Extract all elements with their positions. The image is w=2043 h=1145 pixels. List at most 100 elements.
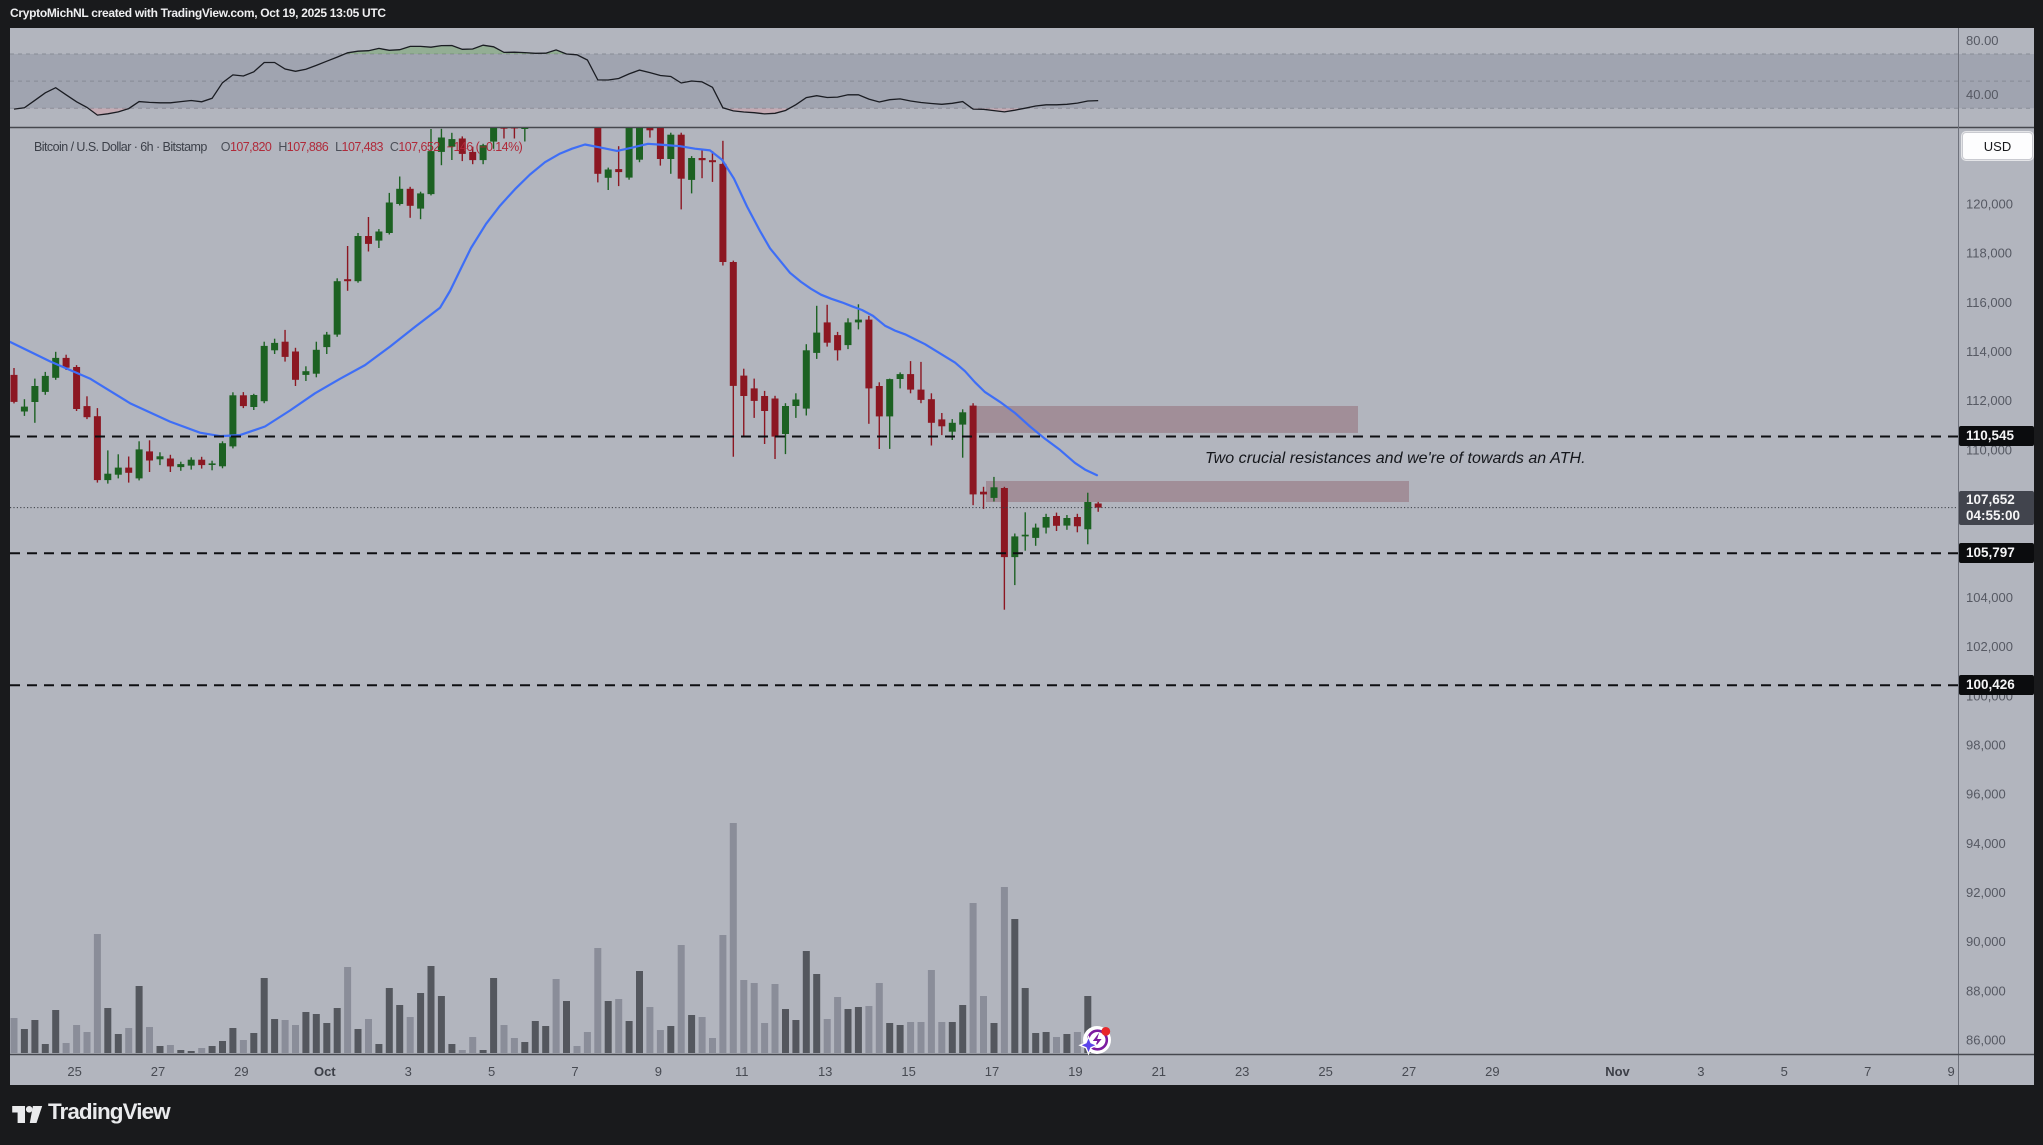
candle-body bbox=[1094, 503, 1102, 508]
volume-series[interactable] bbox=[10, 823, 1102, 1053]
currency-toggle-button[interactable]: USD bbox=[1962, 132, 2033, 160]
volume-bar bbox=[510, 1038, 518, 1053]
candle-body bbox=[417, 193, 425, 209]
volume-bar bbox=[865, 1006, 873, 1053]
volume-bar bbox=[187, 1051, 195, 1053]
ma-line[interactable] bbox=[10, 142, 1099, 477]
resistance-zone-2[interactable] bbox=[986, 480, 1409, 503]
date-tick-label: 13 bbox=[818, 1064, 832, 1079]
candle-body bbox=[344, 279, 352, 282]
legend-close: C107,652 bbox=[390, 140, 440, 154]
candle-body bbox=[323, 334, 331, 348]
candle-body bbox=[938, 419, 946, 427]
price-tick-label: 96,000 bbox=[1966, 787, 2006, 802]
volume-bar bbox=[177, 1050, 185, 1053]
volume-bar bbox=[93, 934, 101, 1053]
candle-body bbox=[802, 350, 810, 409]
candle-body bbox=[458, 138, 466, 154]
date-tick-label: 25 bbox=[67, 1064, 81, 1079]
volume-bar bbox=[31, 1020, 39, 1053]
candle-body bbox=[771, 398, 779, 437]
price-tick-label: 92,000 bbox=[1966, 885, 2006, 900]
rsi-line[interactable] bbox=[13, 44, 1099, 116]
candle-body bbox=[719, 163, 727, 262]
candle-body bbox=[271, 342, 279, 351]
volume-bar bbox=[104, 1008, 112, 1053]
volume-bar bbox=[1000, 887, 1008, 1053]
volume-bar bbox=[10, 1018, 18, 1053]
volume-bar bbox=[980, 996, 987, 1053]
volume-bar bbox=[344, 967, 352, 1053]
volume-bar bbox=[500, 1025, 508, 1053]
sticker-rocket-icon[interactable] bbox=[1078, 1026, 1111, 1056]
candle-body bbox=[469, 151, 477, 161]
volume-bar bbox=[1021, 988, 1029, 1053]
volume-bar bbox=[458, 1050, 466, 1053]
volume-bar bbox=[239, 1040, 247, 1053]
price-tick-label: 94,000 bbox=[1966, 836, 2006, 851]
text-annotation[interactable]: Two crucial resistances and we're of tow… bbox=[1205, 450, 1586, 467]
candle-body bbox=[500, 128, 508, 129]
volume-bar bbox=[52, 1010, 60, 1053]
candle-body bbox=[761, 396, 769, 411]
candle-body bbox=[10, 374, 18, 402]
candle-body bbox=[73, 367, 81, 409]
time-axis[interactable]: 25 27 29 Oct 3 5 7 9 11 13 15 17 19 21 23 25 27 29 Nov 3 5 7 9 bbox=[67, 1064, 1954, 1079]
volume-bar bbox=[875, 983, 883, 1053]
candle-body bbox=[239, 395, 247, 407]
rsi-overbought-fill bbox=[14, 45, 1099, 54]
legend-open: O107,820 bbox=[221, 140, 272, 154]
date-tick-label: 27 bbox=[1402, 1064, 1416, 1079]
volume-bar bbox=[73, 1025, 81, 1053]
candle-body bbox=[125, 467, 133, 473]
volume-bar bbox=[62, 1043, 70, 1053]
tradingview-logo-icon bbox=[12, 1106, 43, 1123]
candle-body bbox=[636, 128, 643, 160]
volume-bar bbox=[886, 1023, 894, 1053]
volume-bar bbox=[1042, 1032, 1050, 1053]
candle-body bbox=[1021, 534, 1029, 537]
volume-bar bbox=[782, 1009, 789, 1053]
candle-body bbox=[302, 371, 310, 375]
volume-bar bbox=[594, 948, 602, 1053]
volume-bar bbox=[375, 1044, 383, 1053]
date-tick-label: 17 bbox=[985, 1064, 999, 1079]
candle-body bbox=[62, 357, 70, 368]
candle-body bbox=[844, 322, 852, 346]
candle-body bbox=[865, 319, 873, 389]
candle-body bbox=[312, 349, 320, 374]
volume-bar bbox=[490, 978, 498, 1053]
volume-bar bbox=[312, 1014, 320, 1053]
candle-body bbox=[20, 406, 28, 412]
volume-bar bbox=[709, 1038, 716, 1053]
volume-bar bbox=[802, 951, 810, 1053]
volume-bar bbox=[844, 1009, 852, 1053]
volume-bar bbox=[761, 1023, 769, 1053]
volume-bar bbox=[385, 988, 393, 1053]
date-tick-label: 25 bbox=[1318, 1064, 1332, 1079]
candle-body bbox=[969, 405, 977, 495]
candle-body bbox=[479, 145, 487, 161]
volume-bar bbox=[552, 979, 560, 1053]
volume-bar bbox=[229, 1028, 237, 1053]
attribution-text: CryptoMichNL created with TradingView.co… bbox=[10, 6, 386, 20]
candle-body bbox=[83, 406, 91, 418]
volume-bar bbox=[427, 966, 435, 1053]
candle-body bbox=[698, 158, 706, 161]
volume-bar bbox=[896, 1025, 904, 1053]
candle-body bbox=[604, 169, 612, 178]
volume-bar bbox=[688, 1015, 696, 1053]
candle-series[interactable] bbox=[10, 98, 1102, 610]
ohlc-value: 107,886 bbox=[286, 140, 329, 154]
price-tick-label: 86,000 bbox=[1966, 1032, 2006, 1047]
rsi-tick-label: 40.00 bbox=[1966, 87, 1999, 102]
price-level-chip-1: 110,545 bbox=[1959, 426, 2034, 447]
candle-body bbox=[448, 139, 456, 147]
candle-body bbox=[114, 467, 122, 475]
symbol-legend[interactable]: Bitcoin / U.S. Dollar · 6h · Bitstamp O10… bbox=[34, 140, 523, 154]
candle-body bbox=[177, 464, 185, 468]
volume-bar bbox=[615, 999, 623, 1053]
resistance-zone-1[interactable] bbox=[975, 405, 1358, 433]
